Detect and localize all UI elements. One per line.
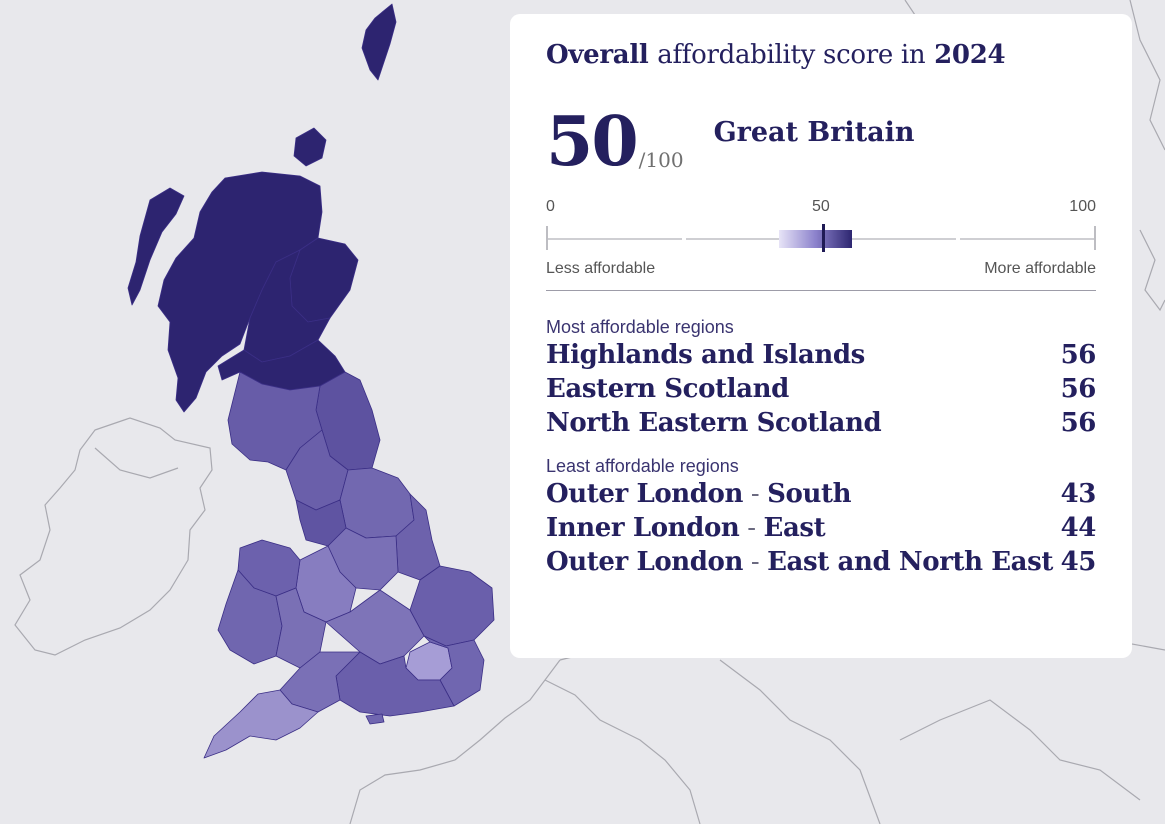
scale-start-tick: [546, 226, 548, 250]
more-affordable-caption: More affordable: [984, 260, 1096, 277]
list-item[interactable]: Outer London - South 43: [546, 477, 1096, 511]
scale-gap: [682, 236, 686, 242]
region-yorkshire[interactable]: [339, 467, 415, 539]
title-year: 2024: [934, 40, 1006, 70]
scale-gap: [956, 236, 960, 242]
region-devon-cornwall[interactable]: [203, 689, 319, 759]
region-west-wales[interactable]: [217, 569, 283, 665]
affordability-card: Overall affordability score in 2024 50 /…: [510, 14, 1132, 658]
orkney[interactable]: [293, 127, 327, 167]
list-item[interactable]: Inner London - East 44: [546, 511, 1096, 545]
continent-border-1: [544, 679, 701, 824]
region-name: Highlands and Islands: [546, 340, 865, 370]
region-score: 56: [1060, 408, 1097, 438]
list-item[interactable]: North Eastern Scotland 56: [546, 406, 1096, 440]
region-score: 43: [1060, 479, 1097, 509]
place-name: Great Britain: [713, 117, 915, 148]
denmark-coast: [1139, 229, 1165, 312]
most-affordable-heading: Most affordable regions: [546, 317, 734, 337]
list-item[interactable]: Highlands and Islands 56: [546, 338, 1096, 372]
continent-border-2: [719, 659, 881, 824]
isle-of-wight[interactable]: [365, 713, 385, 725]
overall-score: 50: [546, 102, 639, 182]
scale-end-tick: [1094, 226, 1096, 250]
outer-hebrides[interactable]: [127, 187, 185, 306]
ireland-outline: [14, 417, 213, 656]
scale-min-label: 0: [546, 198, 555, 215]
region-score: 45: [1060, 547, 1097, 577]
region-name: Outer London - South: [546, 479, 852, 509]
scandinavia-coast: [1129, 0, 1165, 151]
score-marker: [822, 224, 825, 252]
shetland[interactable]: [361, 3, 397, 81]
region-name: Inner London - East: [546, 513, 826, 543]
score-scale: 0 50 100 Less affordable More affordable: [546, 198, 1096, 290]
least-affordable-heading: Least affordable regions: [546, 456, 739, 476]
card-title: Overall affordability score in 2024: [546, 40, 1096, 70]
title-bold-overall: Overall: [546, 40, 649, 70]
most-affordable-list: Highlands and Islands 56 Eastern Scotlan…: [546, 338, 1096, 440]
scale-max-label: 100: [1069, 198, 1096, 215]
scale-mid-label: 50: [812, 198, 830, 215]
region-name: North Eastern Scotland: [546, 408, 882, 438]
less-affordable-caption: Less affordable: [546, 260, 656, 277]
region-greater-london[interactable]: [405, 641, 453, 681]
region-score: 44: [1060, 513, 1097, 543]
list-item[interactable]: Eastern Scotland 56: [546, 372, 1096, 406]
continent-border-3: [899, 699, 1141, 801]
least-affordable-list: Outer London - South 43 Inner London - E…: [546, 477, 1096, 579]
region-range-bar: [778, 230, 852, 248]
divider: [546, 290, 1096, 291]
region-name: Eastern Scotland: [546, 374, 789, 404]
region-score: 56: [1060, 340, 1097, 370]
region-highlands-and-islands[interactable]: [157, 171, 323, 413]
list-item[interactable]: Outer London - East and North East 45: [546, 545, 1096, 579]
title-plain: affordability score in: [657, 40, 926, 70]
france-coast: [349, 659, 561, 824]
score-row: 50 /100 Great Britain: [546, 100, 1096, 182]
region-score: 56: [1060, 374, 1097, 404]
northern-ireland-border: [94, 447, 179, 479]
region-name: Outer London - East and North East: [546, 547, 1053, 577]
score-max: /100: [638, 148, 684, 172]
